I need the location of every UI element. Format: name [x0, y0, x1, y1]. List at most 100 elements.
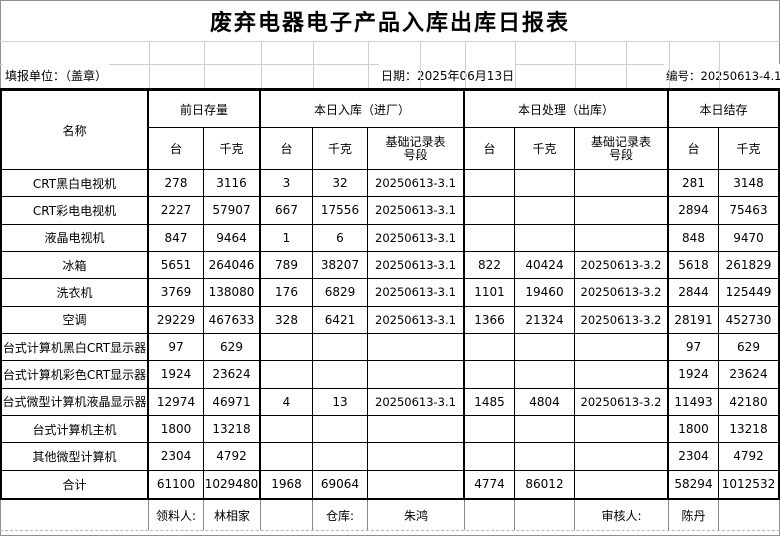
gridline-vertical [149, 42, 150, 89]
data-cell: 629 [719, 334, 778, 362]
signature-empty-cell [0, 500, 149, 530]
data-cell [368, 361, 465, 389]
data-cell: 1924 [669, 361, 719, 389]
col-header-record-number: 基础记录表号段 [575, 128, 669, 170]
col-group-today-processed: 本日处理（出库） [465, 91, 669, 128]
total-data-cell: 69064 [313, 470, 368, 498]
data-cell: 13218 [719, 416, 778, 444]
auditor-label-cell: 审核人: [575, 500, 669, 530]
data-cell: 75463 [719, 197, 778, 225]
filing-unit-label: 填报单位：（盖章） [3, 64, 110, 89]
col-header-kg: 千克 [515, 128, 575, 170]
data-cell: 12974 [149, 388, 204, 416]
data-cell: 20250613-3.2 [575, 388, 669, 416]
data-cell: 3116 [204, 170, 261, 198]
data-cell: 1366 [465, 306, 515, 334]
total-data-cell: 86012 [515, 470, 575, 498]
data-cell: 20250613-3.1 [368, 306, 465, 334]
data-cell: 97 [149, 334, 204, 362]
data-cell [313, 334, 368, 362]
data-cell [465, 170, 515, 198]
data-cell: 3 [261, 170, 313, 198]
data-cell: 29229 [149, 306, 204, 334]
data-cell: 9464 [204, 224, 261, 252]
data-cell: 2227 [149, 197, 204, 225]
col-group-today-inbound: 本日入库（进厂） [261, 91, 465, 128]
row-name-cell: 洗衣机 [2, 279, 149, 307]
row-name-cell: 台式计算机彩色CRT显示器 [2, 361, 149, 389]
data-cell: 452730 [719, 307, 778, 334]
data-cell [313, 361, 368, 389]
data-cell [465, 416, 515, 444]
gridline-vertical [420, 42, 421, 89]
gridline-vertical [626, 42, 627, 89]
spreadsheet-grid-band: 填报单位：（盖章） 日期：2025年06月13日 编号：20250613-4.1 [0, 41, 780, 89]
col-header-units: 台 [261, 128, 313, 170]
data-cell [368, 334, 465, 362]
data-cell [575, 224, 669, 252]
col-header-kg: 千克 [313, 128, 368, 170]
total-row-name-cell: 合计 [2, 470, 149, 498]
data-cell: 176 [261, 279, 313, 307]
gridline-vertical [669, 42, 670, 89]
data-cell: 13 [313, 388, 368, 416]
report-title: 废弃电器电子产品入库出库日报表 [209, 10, 570, 36]
signature-empty-cell [515, 500, 575, 530]
data-cell: 5618 [669, 252, 719, 280]
data-cell [465, 334, 515, 362]
row-name-cell: 台式计算机主机 [2, 416, 149, 444]
col-group-previous-stock: 前日存量 [149, 91, 261, 128]
total-data-cell: 58294 [669, 470, 719, 498]
data-cell: 20250613-3.1 [368, 279, 465, 307]
gridline-vertical [465, 42, 466, 89]
data-cell: 17556 [313, 197, 368, 225]
data-cell [368, 416, 465, 444]
data-cell [515, 224, 575, 252]
col-header-units: 台 [149, 128, 204, 170]
data-cell: 28191 [669, 306, 719, 334]
gridline-vertical [313, 42, 314, 89]
signature-empty-cell [465, 500, 515, 530]
data-cell: 6421 [313, 306, 368, 334]
data-cell: 57907 [204, 197, 261, 225]
col-header-kg: 千克 [719, 128, 778, 170]
data-cell [368, 443, 465, 471]
data-cell [575, 334, 669, 362]
data-cell: 847 [149, 224, 204, 252]
warehouse-name-cell: 朱鸿 [368, 500, 465, 530]
data-cell: 20250613-3.1 [368, 170, 465, 198]
data-cell: 23624 [719, 361, 778, 389]
data-cell: 38207 [313, 252, 368, 280]
data-cell: 20250613-3.1 [368, 197, 465, 225]
data-cell [575, 416, 669, 444]
data-cell: 5651 [149, 252, 204, 280]
total-data-cell: 4774 [465, 470, 515, 498]
row-name-cell: 台式计算机黑白CRT显示器 [2, 334, 149, 362]
signature-empty-cell [719, 500, 780, 530]
data-cell: 20250613-3.2 [575, 279, 669, 307]
data-cell: 1485 [465, 388, 515, 416]
data-cell: 4 [261, 388, 313, 416]
data-cell: 467633 [204, 306, 261, 334]
signature-empty-cell [261, 500, 313, 530]
data-cell: 629 [204, 334, 261, 362]
data-cell: 11493 [669, 388, 719, 416]
total-data-cell: 1029480 [204, 470, 261, 498]
row-name-cell: 空调 [2, 306, 149, 334]
data-cell: 9470 [719, 225, 778, 252]
row-name-cell: 液晶电视机 [2, 224, 149, 252]
report-date-label: 日期：2025年06月13日 [379, 64, 517, 89]
data-cell: 1800 [669, 416, 719, 444]
picker-label-cell: 领料人: [149, 500, 204, 530]
auditor-name-cell: 陈丹 [669, 500, 719, 530]
data-cell [261, 443, 313, 471]
data-cell: 138080 [204, 279, 261, 307]
data-cell: 13218 [204, 416, 261, 444]
data-cell [575, 443, 669, 471]
data-cell: 20250613-3.1 [368, 252, 465, 280]
data-cell: 32 [313, 170, 368, 198]
gridline-vertical [575, 42, 576, 89]
col-header-units: 台 [669, 128, 719, 170]
data-cell: 261829 [719, 252, 778, 280]
data-cell [261, 361, 313, 389]
